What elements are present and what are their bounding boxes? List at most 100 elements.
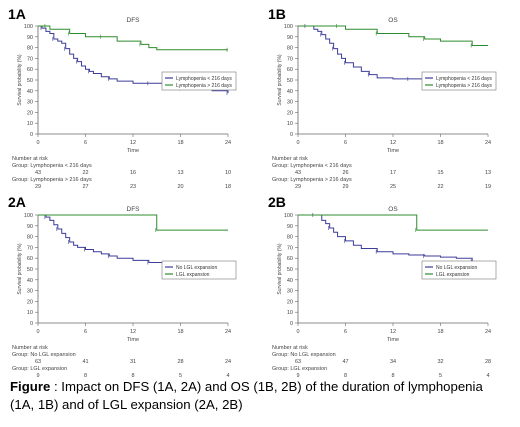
caption-label: Figure	[10, 379, 51, 394]
risk-count: 29	[295, 184, 301, 190]
x-tick-label: 0	[296, 329, 299, 335]
y-tick-label: 30	[27, 100, 33, 106]
risk-group-label-1: Group: Lymphopenia < 216 days	[12, 163, 92, 169]
y-tick-label: 0	[30, 132, 33, 138]
chart-title: OS	[388, 206, 398, 213]
y-tick-label: 90	[27, 224, 33, 230]
legend-label-1: Lymphopenia < 216 days	[436, 76, 492, 82]
legend-box	[421, 71, 497, 91]
y-tick-label: 0	[290, 321, 293, 327]
x-tick-label: 24	[485, 140, 491, 146]
risk-count: 47	[342, 359, 348, 365]
chart-title: DFS	[127, 17, 141, 24]
risk-count: 25	[390, 184, 396, 190]
risk-count: 32	[437, 359, 443, 365]
km-plot-2a: DFS 0 10 20 30 40 50 60 70 80 90 100 0 6 12 18 24 Time Sur…	[12, 206, 237, 379]
km-plot-2b: OS 0 10 20 30 40 50 60 70 80 90 100 0 6 12 18 24 Time Surv…	[272, 206, 497, 379]
x-tick-label: 24	[485, 329, 491, 335]
x-tick-label: 12	[390, 329, 396, 335]
x-axis-label: Time	[127, 337, 139, 343]
y-tick-label: 20	[27, 299, 33, 305]
y-tick-label: 50	[287, 267, 293, 273]
survival-curve-2	[298, 25, 488, 46]
y-tick-label: 70	[287, 56, 293, 62]
y-tick-label: 100	[24, 213, 33, 219]
legend-label-1: Lymphopenia < 216 days	[176, 76, 232, 82]
x-tick-label: 18	[177, 329, 183, 335]
y-tick-label: 90	[287, 224, 293, 230]
risk-table-heading: Number at risk	[12, 345, 48, 351]
risk-group-label-2: Group: LGL expansion	[272, 366, 327, 372]
risk-count: 23	[130, 184, 136, 190]
x-tick-label: 24	[225, 329, 231, 335]
y-tick-label: 50	[27, 78, 33, 84]
y-tick-label: 40	[27, 278, 33, 284]
km-chart-1a: DFS 0 10 20 30 40 50 60 70 80 90 100 0 6 12 18 24 Time Sur…	[12, 14, 252, 194]
y-tick-label: 0	[30, 321, 33, 327]
x-tick-label: 6	[84, 329, 87, 335]
risk-count: 43	[295, 170, 301, 176]
risk-count: 31	[130, 359, 136, 365]
legend-label-2: Lymphopenia > 216 days	[436, 83, 492, 89]
y-tick-label: 100	[284, 213, 293, 219]
x-tick-label: 12	[390, 140, 396, 146]
y-tick-label: 90	[287, 35, 293, 41]
y-tick-label: 40	[287, 89, 293, 95]
x-axis-label: Time	[387, 148, 399, 154]
x-tick-label: 0	[36, 329, 39, 335]
km-plot-1a: DFS 0 10 20 30 40 50 60 70 80 90 100 0 6 12 18 24 Time Sur…	[12, 17, 237, 190]
y-tick-label: 70	[27, 245, 33, 251]
y-tick-label: 40	[27, 89, 33, 95]
y-tick-label: 60	[27, 67, 33, 73]
risk-count: 29	[342, 184, 348, 190]
survival-curve-2	[38, 25, 228, 51]
y-tick-label: 100	[24, 24, 33, 30]
x-tick-label: 24	[225, 140, 231, 146]
y-tick-label: 60	[287, 67, 293, 73]
risk-count: 24	[225, 359, 231, 365]
x-tick-label: 6	[344, 329, 347, 335]
risk-count: 63	[35, 359, 41, 365]
x-tick-label: 0	[36, 140, 39, 146]
risk-count: 29	[35, 184, 41, 190]
y-tick-label: 30	[287, 100, 293, 106]
risk-count: 9	[36, 373, 39, 379]
legend-label-1: No LGL expansion	[436, 265, 477, 271]
y-tick-label: 70	[287, 245, 293, 251]
risk-count: 5	[179, 373, 182, 379]
y-tick-label: 20	[27, 110, 33, 116]
x-tick-label: 18	[177, 140, 183, 146]
risk-count: 15	[437, 170, 443, 176]
x-tick-label: 18	[437, 140, 443, 146]
risk-count: 13	[485, 170, 491, 176]
risk-group-label-2: Group: LGL expansion	[12, 366, 67, 372]
x-tick-label: 18	[437, 329, 443, 335]
risk-count: 63	[295, 359, 301, 365]
y-tick-label: 50	[287, 78, 293, 84]
risk-group-label-2: Group: Lymphopenia > 216 days	[272, 177, 352, 183]
risk-group-label-2: Group: Lymphopenia > 216 days	[12, 177, 92, 183]
panel-label-2a: 2A	[8, 194, 26, 210]
y-tick-label: 20	[287, 110, 293, 116]
y-axis-label: Survival probability (%)	[17, 54, 23, 105]
risk-count: 20	[177, 184, 183, 190]
risk-count: 28	[485, 359, 491, 365]
risk-count: 8	[131, 373, 134, 379]
legend-label-1: No LGL expansion	[176, 265, 217, 271]
risk-count: 18	[225, 184, 231, 190]
x-tick-label: 6	[84, 140, 87, 146]
risk-count: 28	[177, 359, 183, 365]
y-tick-label: 80	[287, 235, 293, 241]
survival-curve-2	[298, 214, 488, 231]
y-tick-label: 80	[27, 46, 33, 52]
y-tick-label: 30	[27, 289, 33, 295]
panel-label-1b: 1B	[268, 6, 286, 22]
x-tick-label: 12	[130, 140, 136, 146]
y-tick-label: 80	[287, 46, 293, 52]
risk-count: 10	[225, 170, 231, 176]
y-tick-label: 0	[290, 132, 293, 138]
y-tick-label: 90	[27, 35, 33, 41]
risk-count: 5	[439, 373, 442, 379]
y-tick-label: 30	[287, 289, 293, 295]
risk-count: 4	[226, 373, 229, 379]
